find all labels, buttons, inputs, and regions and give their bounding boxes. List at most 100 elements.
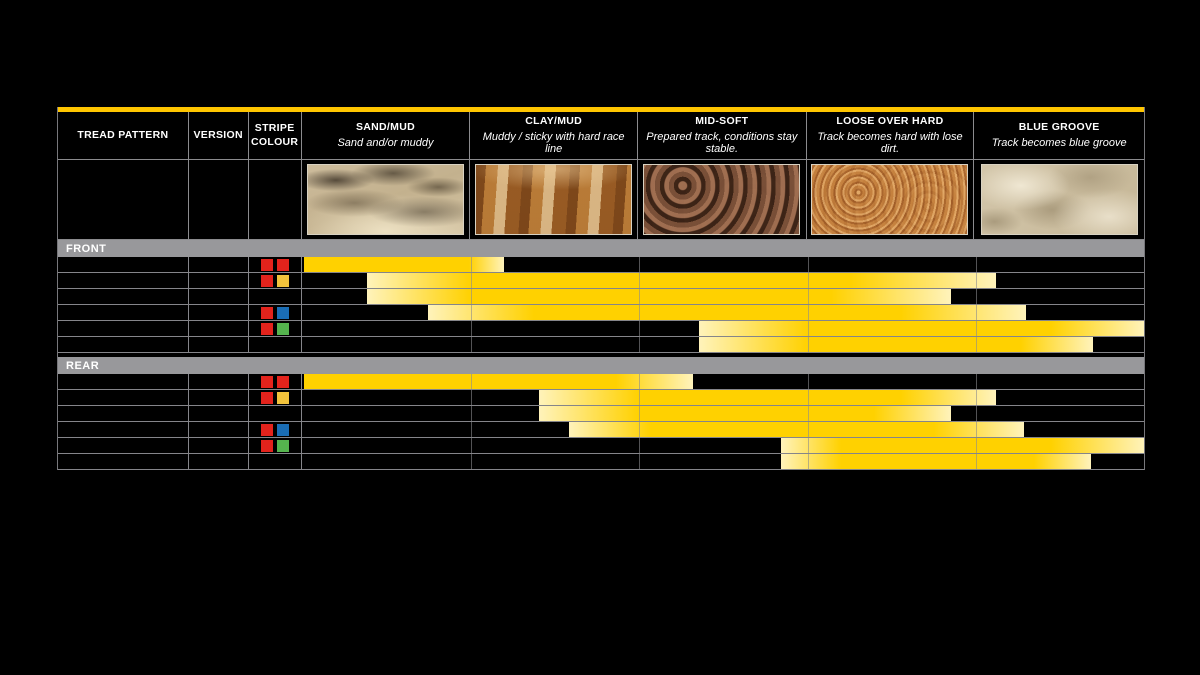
- conditions-track: [302, 454, 1144, 469]
- tread-pattern-cell: [58, 374, 189, 389]
- stripe-swatch-red: [277, 258, 289, 271]
- stripe-swatch-red: [261, 375, 273, 388]
- tyre-row: [58, 273, 1144, 289]
- tyre-row: [58, 305, 1144, 321]
- column-divider: [471, 438, 472, 453]
- tread-pattern-cell: [58, 289, 189, 304]
- col-subtitle: Sand and/or muddy: [337, 137, 434, 149]
- column-divider: [471, 305, 472, 320]
- column-divider: [639, 273, 640, 288]
- tread-pattern-cell: [58, 422, 189, 437]
- condition-range-bar: [367, 273, 996, 288]
- conditions-track: [302, 374, 1144, 389]
- conditions-track: [302, 422, 1144, 437]
- column-divider: [976, 454, 977, 469]
- column-divider: [808, 406, 809, 421]
- column-divider: [976, 337, 977, 352]
- column-divider: [976, 374, 977, 389]
- col-title: CLAY/MUD: [525, 115, 583, 128]
- stripe-colour-cell: [249, 454, 302, 469]
- tyre-row: [58, 374, 1144, 390]
- stripe-colour-cell: [249, 289, 302, 304]
- version-cell: [189, 257, 249, 272]
- stripe-swatch-red: [261, 423, 273, 436]
- col-header-blue-groove: BLUE GROOVE Track becomes blue groove: [974, 112, 1144, 159]
- column-divider: [976, 289, 977, 304]
- column-divider: [471, 406, 472, 421]
- tread-pattern-cell: [58, 454, 189, 469]
- column-divider: [471, 289, 472, 304]
- tyre-row: [58, 289, 1144, 305]
- condition-range-bar: [569, 422, 1024, 437]
- column-divider: [808, 273, 809, 288]
- column-divider: [639, 257, 640, 272]
- version-cell: [189, 374, 249, 389]
- col-subtitle: Prepared track, conditions stay stable.: [646, 130, 798, 156]
- column-divider: [808, 289, 809, 304]
- condition-range-bar: [539, 390, 996, 405]
- tyre-row: [58, 406, 1144, 422]
- col-subtitle: Muddy / sticky with hard race line: [482, 130, 625, 156]
- tyre-row: [58, 321, 1144, 337]
- stripe-swatch-blue: [277, 306, 289, 319]
- col-title: VERSION: [193, 128, 243, 141]
- column-divider: [471, 454, 472, 469]
- column-divider: [639, 337, 640, 352]
- col-header-mid-soft: MID-SOFT Prepared track, conditions stay…: [638, 112, 807, 159]
- conditions-track: [302, 406, 1144, 421]
- tyre-conditions-table: TREAD PATTERN VERSION STRIPE COLOUR SAND…: [57, 107, 1145, 470]
- empty-cell: [249, 160, 302, 239]
- stripe-swatch-yellow: [277, 391, 289, 404]
- condition-range-bar: [304, 257, 504, 272]
- column-divider: [471, 337, 472, 352]
- stripe-swatch-red: [261, 322, 273, 335]
- tread-pattern-cell: [58, 273, 189, 288]
- column-divider: [471, 390, 472, 405]
- col-title: TREAD PATTERN: [77, 128, 169, 141]
- version-cell: [189, 321, 249, 336]
- condition-range-bar: [539, 406, 951, 421]
- column-divider: [471, 257, 472, 272]
- col-subtitle: Track becomes hard with lose dirt.: [817, 130, 963, 156]
- col-header-loose-over-hard: LOOSE OVER HARD Track becomes hard with …: [807, 112, 975, 159]
- col-header-version: VERSION: [189, 112, 249, 159]
- col-header-sand-mud: SAND/MUD Sand and/or muddy: [302, 112, 471, 159]
- conditions-track: [302, 438, 1144, 453]
- column-divider: [976, 422, 977, 437]
- column-divider: [639, 438, 640, 453]
- col-header-clay-mud: CLAY/MUD Muddy / sticky with hard race l…: [470, 112, 638, 159]
- stripe-swatch-red: [261, 391, 273, 404]
- version-cell: [189, 454, 249, 469]
- column-divider: [471, 273, 472, 288]
- tyre-row: [58, 454, 1144, 470]
- tread-pattern-cell: [58, 337, 189, 352]
- column-divider: [976, 257, 977, 272]
- col-title: STRIPE COLOUR: [251, 121, 299, 148]
- tread-pattern-cell: [58, 321, 189, 336]
- column-divider: [808, 422, 809, 437]
- column-divider: [808, 257, 809, 272]
- stripe-colour-cell: [249, 390, 302, 405]
- stripe-swatch-yellow: [277, 274, 289, 287]
- column-divider: [639, 390, 640, 405]
- column-divider: [639, 289, 640, 304]
- column-divider: [639, 454, 640, 469]
- column-divider: [471, 374, 472, 389]
- conditions-track: [302, 305, 1144, 320]
- loose-over-hard-terrain-photo: [811, 164, 969, 235]
- condition-range-bar: [781, 454, 1091, 469]
- tyre-row: [58, 438, 1144, 454]
- column-divider: [808, 321, 809, 336]
- column-divider: [639, 305, 640, 320]
- terrain-photo-row: [58, 160, 1144, 240]
- conditions-track: [302, 257, 1144, 272]
- stripe-swatch-red: [261, 439, 273, 452]
- stripe-swatch-red: [261, 274, 273, 287]
- col-title: BLUE GROOVE: [1018, 121, 1100, 134]
- condition-range-bar: [428, 305, 1026, 320]
- tyre-row: [58, 422, 1144, 438]
- section-bar-front: FRONT: [58, 240, 1144, 257]
- stripe-colour-cell: [249, 406, 302, 421]
- column-divider: [976, 406, 977, 421]
- column-divider: [639, 321, 640, 336]
